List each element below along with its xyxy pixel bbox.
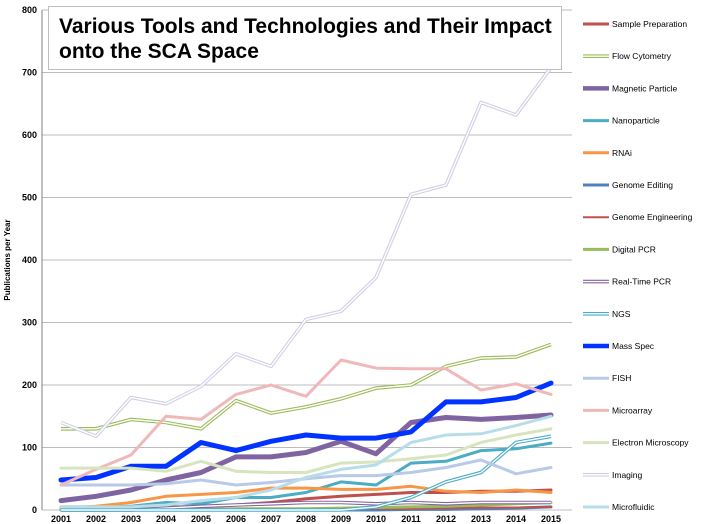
- legend-item-sample-preparation: Sample Preparation: [583, 19, 687, 29]
- series-line: [59, 414, 553, 509]
- x-tick-label: 2009: [331, 514, 351, 524]
- legend-item-rnai: RNAi: [583, 148, 632, 158]
- legend-item-nanoparticle: Nanoparticle: [583, 116, 660, 126]
- legend-label: Imaging: [612, 470, 643, 480]
- series-ngs: [61, 434, 552, 512]
- series-line: [58, 380, 554, 483]
- y-tick-label: 300: [22, 318, 37, 328]
- series-line-inner: [61, 435, 552, 511]
- x-tick-label: 2006: [226, 514, 246, 524]
- y-tick-label: 0: [32, 505, 37, 515]
- legend-label: Magnetic Particle: [612, 83, 677, 93]
- x-tick-label: 2003: [121, 514, 141, 524]
- x-tick-label: 2001: [51, 514, 71, 524]
- y-axis-label: Publications per Year: [3, 219, 12, 300]
- x-tick-label: 2002: [86, 514, 106, 524]
- series-rnai: [59, 484, 553, 510]
- axes: 0 100 200 300 400 500 600 700 800 2001 2002 2003 200…: [22, 5, 561, 524]
- x-tick-label: 2008: [296, 514, 316, 524]
- legend-item-magnetic-particle: Magnetic Particle: [583, 83, 677, 93]
- series-line-inner: [60, 67, 552, 437]
- y-tick-label: 100: [22, 443, 37, 453]
- x-tick-label: 2012: [436, 514, 456, 524]
- plot-area: [58, 66, 554, 512]
- legend-label: Mass Spec: [612, 341, 655, 351]
- legend-label: RNAi: [612, 148, 632, 158]
- x-tick-label: 2014: [506, 514, 526, 524]
- series-line: [59, 358, 553, 487]
- series-line: [59, 427, 553, 474]
- x-tick-label: 2015: [541, 514, 561, 524]
- x-tick-label: 2005: [191, 514, 211, 524]
- legend: Sample Preparation Flow Cytometry Magnetic…: [583, 19, 693, 512]
- legend-label: Genome Engineering: [612, 212, 693, 222]
- x-tick-label: 2010: [366, 514, 386, 524]
- legend-label: Sample Preparation: [612, 19, 687, 29]
- legend-item-flow-cytometry: Flow Cytometry: [583, 51, 672, 61]
- x-tick-label: 2004: [156, 514, 176, 524]
- chart-title-box: Various Tools and Technologies and Their…: [48, 6, 562, 70]
- legend-label: Microarray: [612, 405, 653, 415]
- y-tick-label: 500: [22, 193, 37, 203]
- legend-label: NGS: [612, 309, 631, 319]
- chart-title: Various Tools and Technologies and Their…: [59, 15, 552, 63]
- legend-label: Real-Time PCR: [612, 277, 671, 287]
- legend-label: Electron Microscopy: [612, 438, 689, 448]
- legend-item-genome-editing: Genome Editing: [583, 180, 673, 190]
- legend-item-genome-engineering: Genome Engineering: [583, 212, 693, 222]
- legend-item-electron-microscopy: Electron Microscopy: [583, 438, 689, 448]
- legend-item-microarray: Microarray: [583, 405, 653, 415]
- series-flow-cytometry: [61, 342, 552, 431]
- legend-item-mass-spec: Mass Spec: [583, 341, 655, 351]
- series-microfluidic: [59, 414, 553, 509]
- legend-label: FISH: [612, 373, 631, 383]
- x-tick-label: 2007: [261, 514, 281, 524]
- series-mass-spec: [58, 380, 554, 483]
- y-tick-label: 600: [22, 130, 37, 140]
- legend-label: Digital PCR: [612, 244, 656, 254]
- y-tick-label: 700: [22, 68, 37, 78]
- legend-item-fish: FISH: [583, 373, 631, 383]
- y-tick-label: 800: [22, 5, 37, 15]
- legend-item-ngs: NGS: [583, 309, 631, 319]
- legend-label: Genome Editing: [612, 180, 673, 190]
- legend-label: Flow Cytometry: [612, 51, 672, 61]
- series-imaging: [60, 66, 553, 439]
- series-line: [58, 412, 554, 504]
- series-line: [59, 484, 553, 510]
- legend-label: Microfluidic: [612, 502, 655, 512]
- legend-item-digital-pcr: Digital PCR: [583, 244, 656, 254]
- legend-label: Nanoparticle: [612, 116, 660, 126]
- series-line: [60, 66, 553, 439]
- y-tick-label: 400: [22, 255, 37, 265]
- series-line-inner: [61, 343, 552, 430]
- legend-item-microfluidic: Microfluidic: [583, 502, 655, 512]
- series-magnetic-particle: [58, 412, 554, 504]
- series-microarray: [59, 358, 553, 487]
- legend-item-real-time-pcr: Real-Time PCR: [583, 277, 671, 287]
- x-tick-label: 2011: [401, 514, 421, 524]
- series-electron-microscopy: [59, 427, 553, 474]
- y-tick-label: 200: [22, 380, 37, 390]
- legend-item-imaging: Imaging: [583, 470, 643, 480]
- x-tick-label: 2013: [471, 514, 491, 524]
